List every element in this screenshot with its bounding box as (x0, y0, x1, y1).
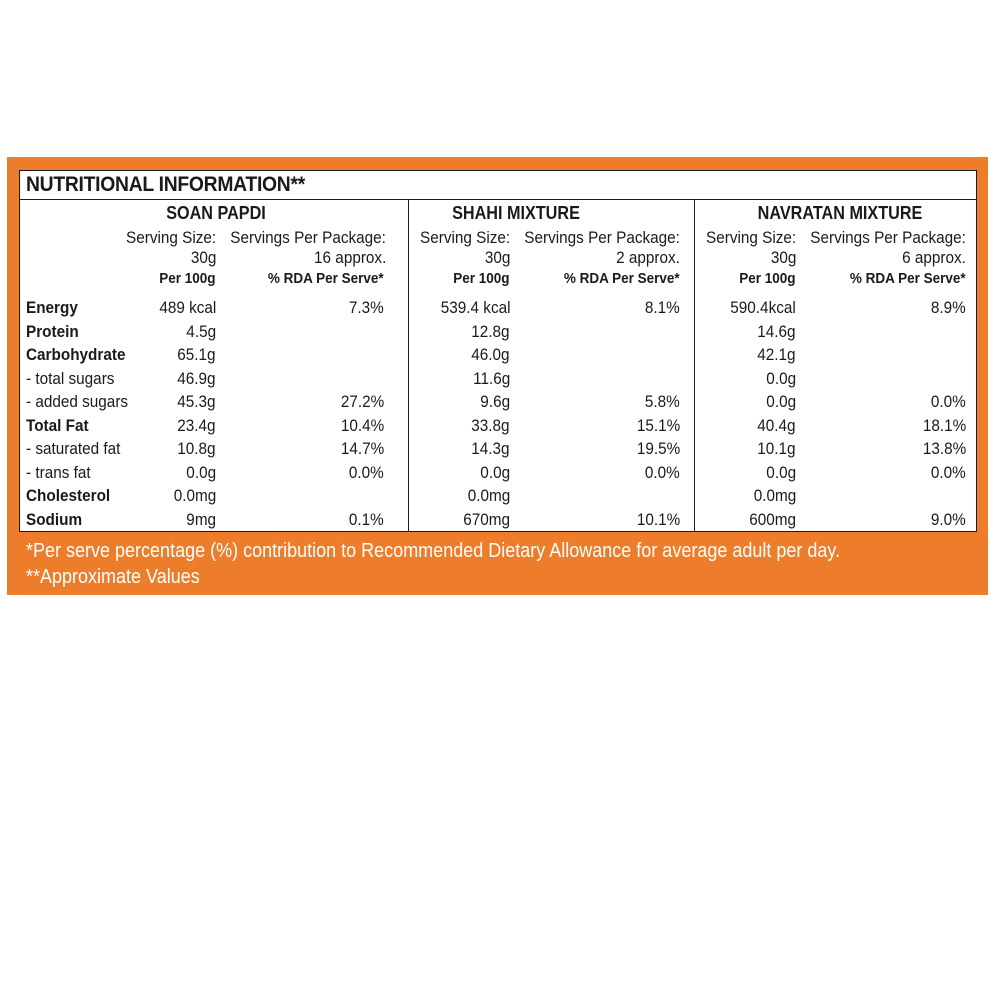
product-name: NAVRATAN MIXTURE (757, 203, 923, 223)
product-name: SOAN PAPDI (166, 203, 266, 223)
rda-value: 0.0% (931, 392, 966, 411)
column-divider-1 (408, 199, 409, 531)
per-100g-value: 539.4 kcal (440, 298, 510, 317)
per-100g-value: 9mg (186, 510, 216, 529)
per-100g-header: Per 100g (159, 270, 216, 287)
per-100g-value: 10.1g (757, 439, 796, 458)
per-100g-value: 10.8g (177, 439, 216, 458)
footnote-approx: **Approximate Values (26, 566, 200, 588)
serving-size-label: Serving Size: (419, 228, 510, 247)
rda-value: 8.9% (931, 298, 966, 317)
per-100g-value: 46.9g (177, 369, 216, 388)
per-100g-value: 12.8g (471, 322, 510, 341)
per-100g-value: 11.6g (472, 369, 510, 388)
nutrient-label: - added sugars (26, 392, 129, 411)
per-100g-value: 4.5g (186, 322, 216, 341)
rda-value: 15.1% (636, 416, 680, 435)
rda-value: 0.0% (931, 463, 966, 482)
per-100g-value: 670mg (463, 510, 510, 529)
serving-size-value: 30g (484, 248, 510, 267)
rda-value: 27.2% (340, 392, 384, 411)
nutrient-label: Sodium (26, 510, 83, 529)
per-100g-value: 0.0g (186, 463, 216, 482)
rda-value: 10.4% (340, 416, 384, 435)
rda-value: 0.0% (645, 463, 680, 482)
per-100g-value: 0.0mg (467, 486, 510, 505)
per-100g-value: 45.3g (177, 392, 216, 411)
title-divider (20, 199, 976, 200)
rda-value: 13.8% (922, 439, 966, 458)
servings-per-package-value: 6 approx. (902, 248, 966, 267)
rda-value: 18.1% (922, 416, 966, 435)
per-100g-value: 0.0mg (173, 486, 216, 505)
per-100g-value: 0.0mg (753, 486, 796, 505)
per-100g-value: 46.0g (471, 345, 510, 364)
rda-value: 14.7% (340, 439, 384, 458)
per-100g-value: 14.6g (757, 322, 796, 341)
product-name: SHAHI MIXTURE (452, 203, 580, 223)
rda-header: % RDA Per Serve* (564, 270, 680, 287)
serving-size-label: Serving Size: (125, 228, 216, 247)
serving-size-value: 30g (190, 248, 216, 267)
servings-per-package-label: Servings Per Package: (810, 228, 966, 247)
serving-size-value: 30g (770, 248, 796, 267)
per-100g-value: 0.0g (480, 463, 510, 482)
per-100g-value: 590.4kcal (730, 298, 796, 317)
nutrient-label: Carbohydrate (26, 345, 126, 364)
per-100g-value: 14.3g (471, 439, 510, 458)
per-100g-value: 42.1g (757, 345, 796, 364)
rda-value: 7.3% (349, 298, 384, 317)
rda-value: 9.0% (931, 510, 966, 529)
servings-per-package-value: 2 approx. (616, 248, 680, 267)
footnote-rda: *Per serve percentage (%) contribution t… (26, 540, 841, 562)
rda-header: % RDA Per Serve* (268, 270, 384, 287)
nutrient-label: Protein (26, 322, 79, 341)
rda-value: 0.1% (349, 510, 384, 529)
nutrient-label: - saturated fat (26, 439, 121, 458)
nutrition-table: NUTRITIONAL INFORMATION** Energy Protein C… (19, 170, 977, 532)
rda-header: % RDA Per Serve* (850, 270, 966, 287)
servings-per-package-value: 16 approx. (313, 248, 386, 267)
per-100g-value: 40.4g (757, 416, 796, 435)
per-100g-value: 65.1g (177, 345, 216, 364)
servings-per-package-label: Servings Per Package: (524, 228, 680, 247)
per-100g-value: 9.6g (480, 392, 510, 411)
rda-value: 8.1% (645, 298, 680, 317)
nutrient-label: - total sugars (26, 369, 115, 388)
per-100g-value: 0.0g (766, 463, 796, 482)
rda-value: 10.1% (636, 510, 680, 529)
per-100g-value: 489 kcal (159, 298, 216, 317)
table-title: NUTRITIONAL INFORMATION** (26, 173, 305, 196)
column-divider-2 (694, 199, 695, 531)
per-100g-value: 0.0g (766, 392, 796, 411)
per-100g-value: 0.0g (766, 369, 796, 388)
rda-value: 0.0% (349, 463, 384, 482)
per-100g-header: Per 100g (739, 270, 796, 287)
nutrient-label: Energy (26, 298, 78, 317)
nutrient-label: Total Fat (26, 416, 89, 435)
nutrient-label: - trans fat (26, 463, 91, 482)
per-100g-value: 33.8g (471, 416, 510, 435)
nutrient-label: Cholesterol (26, 486, 111, 505)
per-100g-header: Per 100g (453, 270, 510, 287)
servings-per-package-label: Servings Per Package: (230, 228, 386, 247)
per-100g-value: 23.4g (177, 416, 216, 435)
rda-value: 5.8% (645, 392, 680, 411)
per-100g-value: 600mg (749, 510, 796, 529)
serving-size-label: Serving Size: (705, 228, 796, 247)
rda-value: 19.5% (636, 439, 680, 458)
